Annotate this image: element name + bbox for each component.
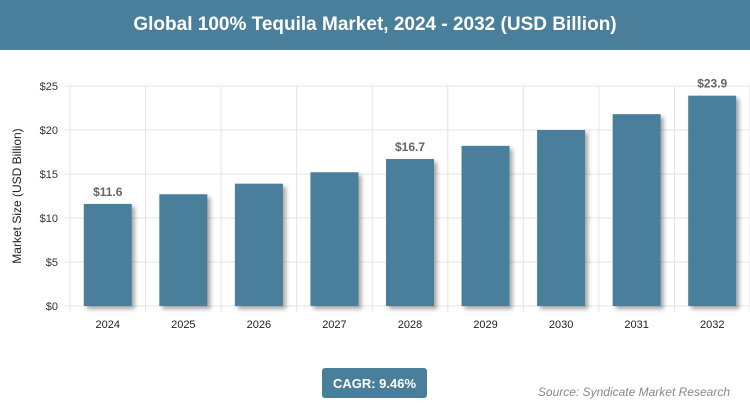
x-tick-label: 2024 [96, 319, 120, 331]
data-label: $23.9 [697, 77, 727, 91]
y-tick-label: $25 [40, 81, 58, 93]
x-tick-label: 2025 [171, 319, 195, 331]
y-tick-label: $5 [46, 257, 58, 269]
x-tick-label: 2028 [398, 319, 422, 331]
source-note: Source: Syndicate Market Research [537, 385, 730, 399]
x-tick-label: 2031 [624, 319, 648, 331]
y-tick-label: $10 [40, 213, 58, 225]
x-tick-label: 2027 [322, 319, 346, 331]
bar-2030 [537, 130, 586, 306]
bar-2024 [83, 203, 132, 306]
x-tick-label: 2032 [700, 319, 724, 331]
bar-2031 [612, 114, 661, 306]
bar-2026 [234, 183, 283, 306]
y-tick-label: $0 [46, 301, 58, 313]
bar-2025 [159, 194, 208, 306]
data-label: $11.6 [93, 185, 123, 199]
data-label: $16.7 [395, 140, 425, 154]
x-tick-label: 2029 [473, 319, 497, 331]
cagr-badge: CAGR: 9.46% [322, 368, 427, 398]
bar-2027 [310, 172, 359, 306]
x-tick-label: 2030 [549, 319, 573, 331]
y-axis-label: Market Size (USD Billion) [10, 128, 24, 263]
bar-2032 [688, 95, 737, 307]
bar-2028 [386, 159, 434, 306]
y-tick-label: $15 [40, 169, 58, 181]
bar-2029 [461, 145, 510, 306]
chart-title: Global 100% Tequila Market, 2024 - 2032 … [0, 0, 750, 50]
x-tick-label: 2026 [247, 319, 271, 331]
y-tick-label: $20 [40, 125, 58, 137]
